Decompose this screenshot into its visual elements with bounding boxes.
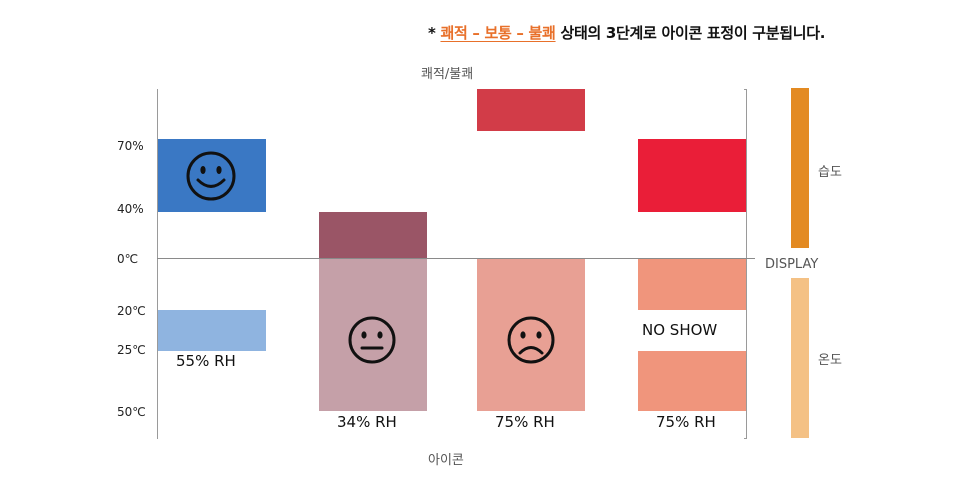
axis-label-0c: 0℃ [117, 252, 139, 266]
caption-comfort: 쾌적/불쾌 [421, 67, 474, 82]
note-star: * [428, 24, 441, 42]
humidity-bar [791, 88, 809, 248]
rh-label-col4: 75% RH [656, 413, 716, 431]
rh-label-col1: 55% RH [176, 352, 236, 370]
zero-baseline [157, 258, 755, 259]
temperature-bar [791, 278, 809, 438]
rh-label-col3: 75% RH [495, 413, 555, 431]
legend-note: * 쾌적 – 보통 – 불쾌 상태의 3단계로 아이콘 표정이 구분됩니다. [428, 22, 826, 43]
temperature-block-normal [319, 259, 427, 411]
note-highlight: 쾌적 – 보통 – 불쾌 [440, 24, 556, 42]
temperature-block-uncomfortable [477, 259, 585, 411]
humidity-block-uncomfortable [477, 89, 585, 131]
humidity-block-noshow [638, 139, 746, 212]
frown-face-icon [507, 316, 555, 364]
temperature-label: 온도 [818, 353, 842, 368]
humidity-label: 습도 [818, 165, 842, 180]
axis-label-40: 40% [117, 202, 144, 216]
rh-label-col2: 34% RH [337, 413, 397, 431]
display-label: DISPLAY [765, 257, 819, 272]
axis-label-20c: 20℃ [117, 304, 146, 318]
frame-gap-bottom [158, 432, 744, 442]
humidity-block-normal [319, 212, 427, 258]
neutral-face-icon [348, 316, 396, 364]
temperature-block-comfort [158, 310, 266, 351]
axis-label-50c: 50℃ [117, 405, 146, 419]
note-rest: 상태의 3단계로 아이콘 표정이 구분됩니다. [555, 24, 826, 42]
axis-label-70: 70% [117, 139, 144, 153]
no-show-label: NO SHOW [642, 321, 718, 339]
temperature-block-noshow-lower [638, 351, 746, 411]
frame-gap-top [158, 84, 744, 94]
smile-face-icon [186, 151, 236, 201]
temperature-block-noshow-upper [638, 259, 746, 310]
axis-label-25c: 25℃ [117, 343, 146, 357]
caption-icon: 아이콘 [428, 453, 464, 468]
